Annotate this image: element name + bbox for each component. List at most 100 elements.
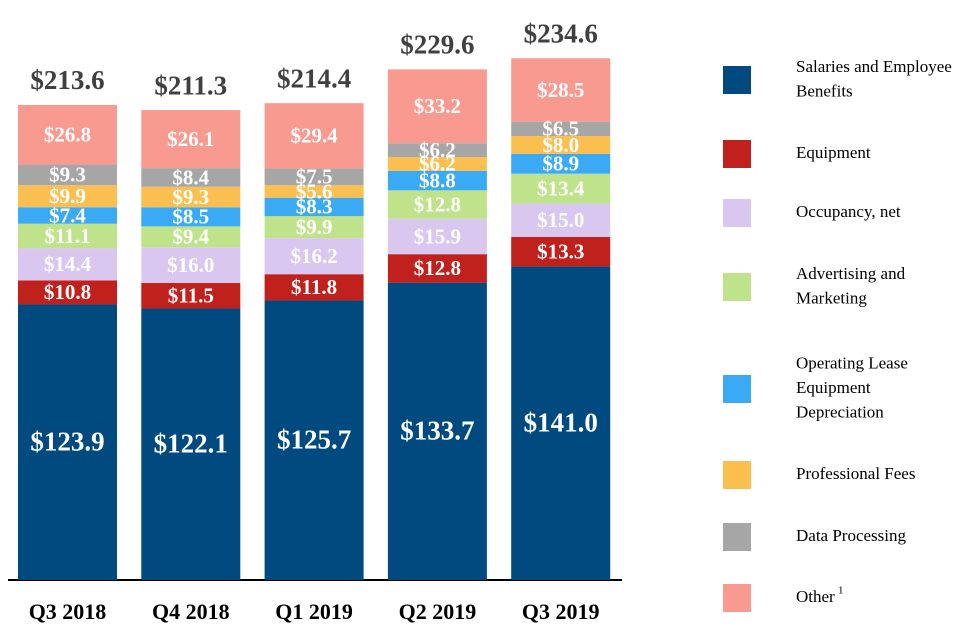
bar-segment — [18, 304, 117, 580]
value-label: $8.3 — [296, 195, 333, 219]
value-label: $13.4 — [537, 176, 585, 200]
value-label: $6.2 — [419, 152, 456, 176]
value-label: $8.8 — [419, 168, 456, 192]
legend-swatch — [723, 199, 751, 227]
bar-segment — [511, 236, 611, 267]
value-label: $6.5 — [542, 117, 579, 141]
legend-label: Advertising and Marketing — [796, 264, 909, 308]
value-label: $11.5 — [168, 283, 214, 307]
value-label: $29.4 — [290, 124, 338, 148]
bar-segment — [511, 58, 611, 122]
value-label: $28.5 — [537, 78, 584, 102]
value-label: $123.9 — [30, 426, 104, 456]
value-label: $13.3 — [537, 239, 584, 263]
legend-label: Other — [796, 587, 835, 606]
value-label: $9.3 — [172, 185, 209, 209]
value-label: $15.9 — [414, 224, 461, 248]
legend-label: Salaries and Employee Benefits — [796, 57, 956, 101]
value-label: $15.0 — [537, 208, 584, 232]
value-label: $26.1 — [167, 127, 214, 151]
bar-segment — [511, 203, 611, 237]
value-label: $7.4 — [49, 203, 86, 227]
bar-segment — [511, 121, 611, 137]
x-tick-label: Q4 2018 — [152, 599, 230, 624]
value-label: $9.9 — [296, 215, 333, 239]
bar-segment — [387, 282, 487, 580]
value-label: $5.6 — [296, 179, 333, 203]
value-label: $9.4 — [172, 225, 209, 249]
legend-swatch — [723, 273, 751, 301]
bar-segment — [264, 185, 364, 198]
bar-segment — [141, 308, 241, 580]
bar-segment — [387, 143, 487, 157]
bar-segment — [141, 226, 241, 248]
value-label: $125.7 — [277, 424, 351, 454]
legend-swatch — [723, 584, 751, 612]
bar-segment — [141, 247, 241, 283]
legend-label: Professional Fees — [796, 464, 915, 483]
legend-label: Equipment — [796, 143, 871, 162]
total-label: $214.4 — [277, 63, 351, 93]
bar-segment — [141, 282, 241, 309]
legend-swatch — [723, 140, 751, 168]
value-label: $16.2 — [290, 244, 337, 268]
bar-segment — [141, 207, 241, 227]
bar-segment — [264, 274, 364, 301]
bar-segment — [387, 170, 487, 191]
value-label: $11.1 — [44, 224, 90, 248]
value-label: $14.4 — [44, 252, 92, 276]
total-label: $229.6 — [400, 30, 474, 60]
value-label: $133.7 — [400, 416, 474, 446]
bar-segment — [264, 103, 364, 169]
value-label: $8.9 — [542, 152, 579, 176]
value-label: $8.4 — [172, 165, 209, 189]
value-label: $6.2 — [419, 138, 456, 162]
value-label: $8.0 — [542, 133, 579, 157]
bar-segment — [511, 266, 611, 580]
legend-swatch — [723, 523, 751, 551]
value-label: $9.3 — [49, 163, 86, 187]
x-tick-label: Q2 2019 — [399, 599, 477, 624]
bar-segment — [18, 223, 117, 249]
value-label: $9.9 — [49, 184, 86, 208]
bar-segment — [18, 164, 117, 186]
x-tick-label: Q1 2019 — [275, 599, 353, 624]
legend-swatch — [723, 461, 751, 489]
legend-label: Data Processing — [796, 526, 907, 545]
bar-segment — [264, 168, 364, 186]
legend-label: Occupancy, net — [796, 202, 901, 221]
legend-swatch — [723, 66, 751, 94]
bar-segment — [511, 153, 611, 174]
bar-segment — [18, 185, 117, 208]
value-label: $26.8 — [44, 123, 91, 147]
bar-segment — [387, 190, 487, 219]
value-label: $8.5 — [172, 205, 209, 229]
value-label: $141.0 — [524, 407, 598, 437]
value-label: $10.8 — [44, 280, 91, 304]
legend-label: Operating Lease Equipment Depreciation — [796, 353, 912, 421]
x-tick-label: Q3 2019 — [522, 599, 600, 624]
x-tick-label: Q3 2018 — [29, 599, 107, 624]
total-label: $211.3 — [154, 70, 227, 100]
value-label: $7.5 — [296, 165, 333, 189]
total-label: $213.6 — [30, 65, 104, 95]
total-label: $234.6 — [524, 18, 598, 48]
bar-segment — [264, 216, 364, 239]
bar-segment — [18, 280, 117, 305]
bar-segment — [264, 197, 364, 217]
bar-segment — [387, 156, 487, 171]
bar-segment — [387, 254, 487, 283]
bar-segment — [141, 110, 241, 169]
bar-segment — [387, 218, 487, 255]
bar-segment — [18, 248, 117, 281]
bar-segment — [511, 173, 611, 204]
bar-segment — [141, 168, 241, 187]
bar-segment — [264, 238, 364, 275]
value-label: $12.8 — [414, 256, 461, 280]
bar-segment — [18, 207, 117, 224]
bar-segment — [18, 104, 117, 165]
bar-segment — [141, 186, 241, 208]
value-label: $33.2 — [414, 94, 461, 118]
value-label: $12.8 — [414, 192, 461, 216]
